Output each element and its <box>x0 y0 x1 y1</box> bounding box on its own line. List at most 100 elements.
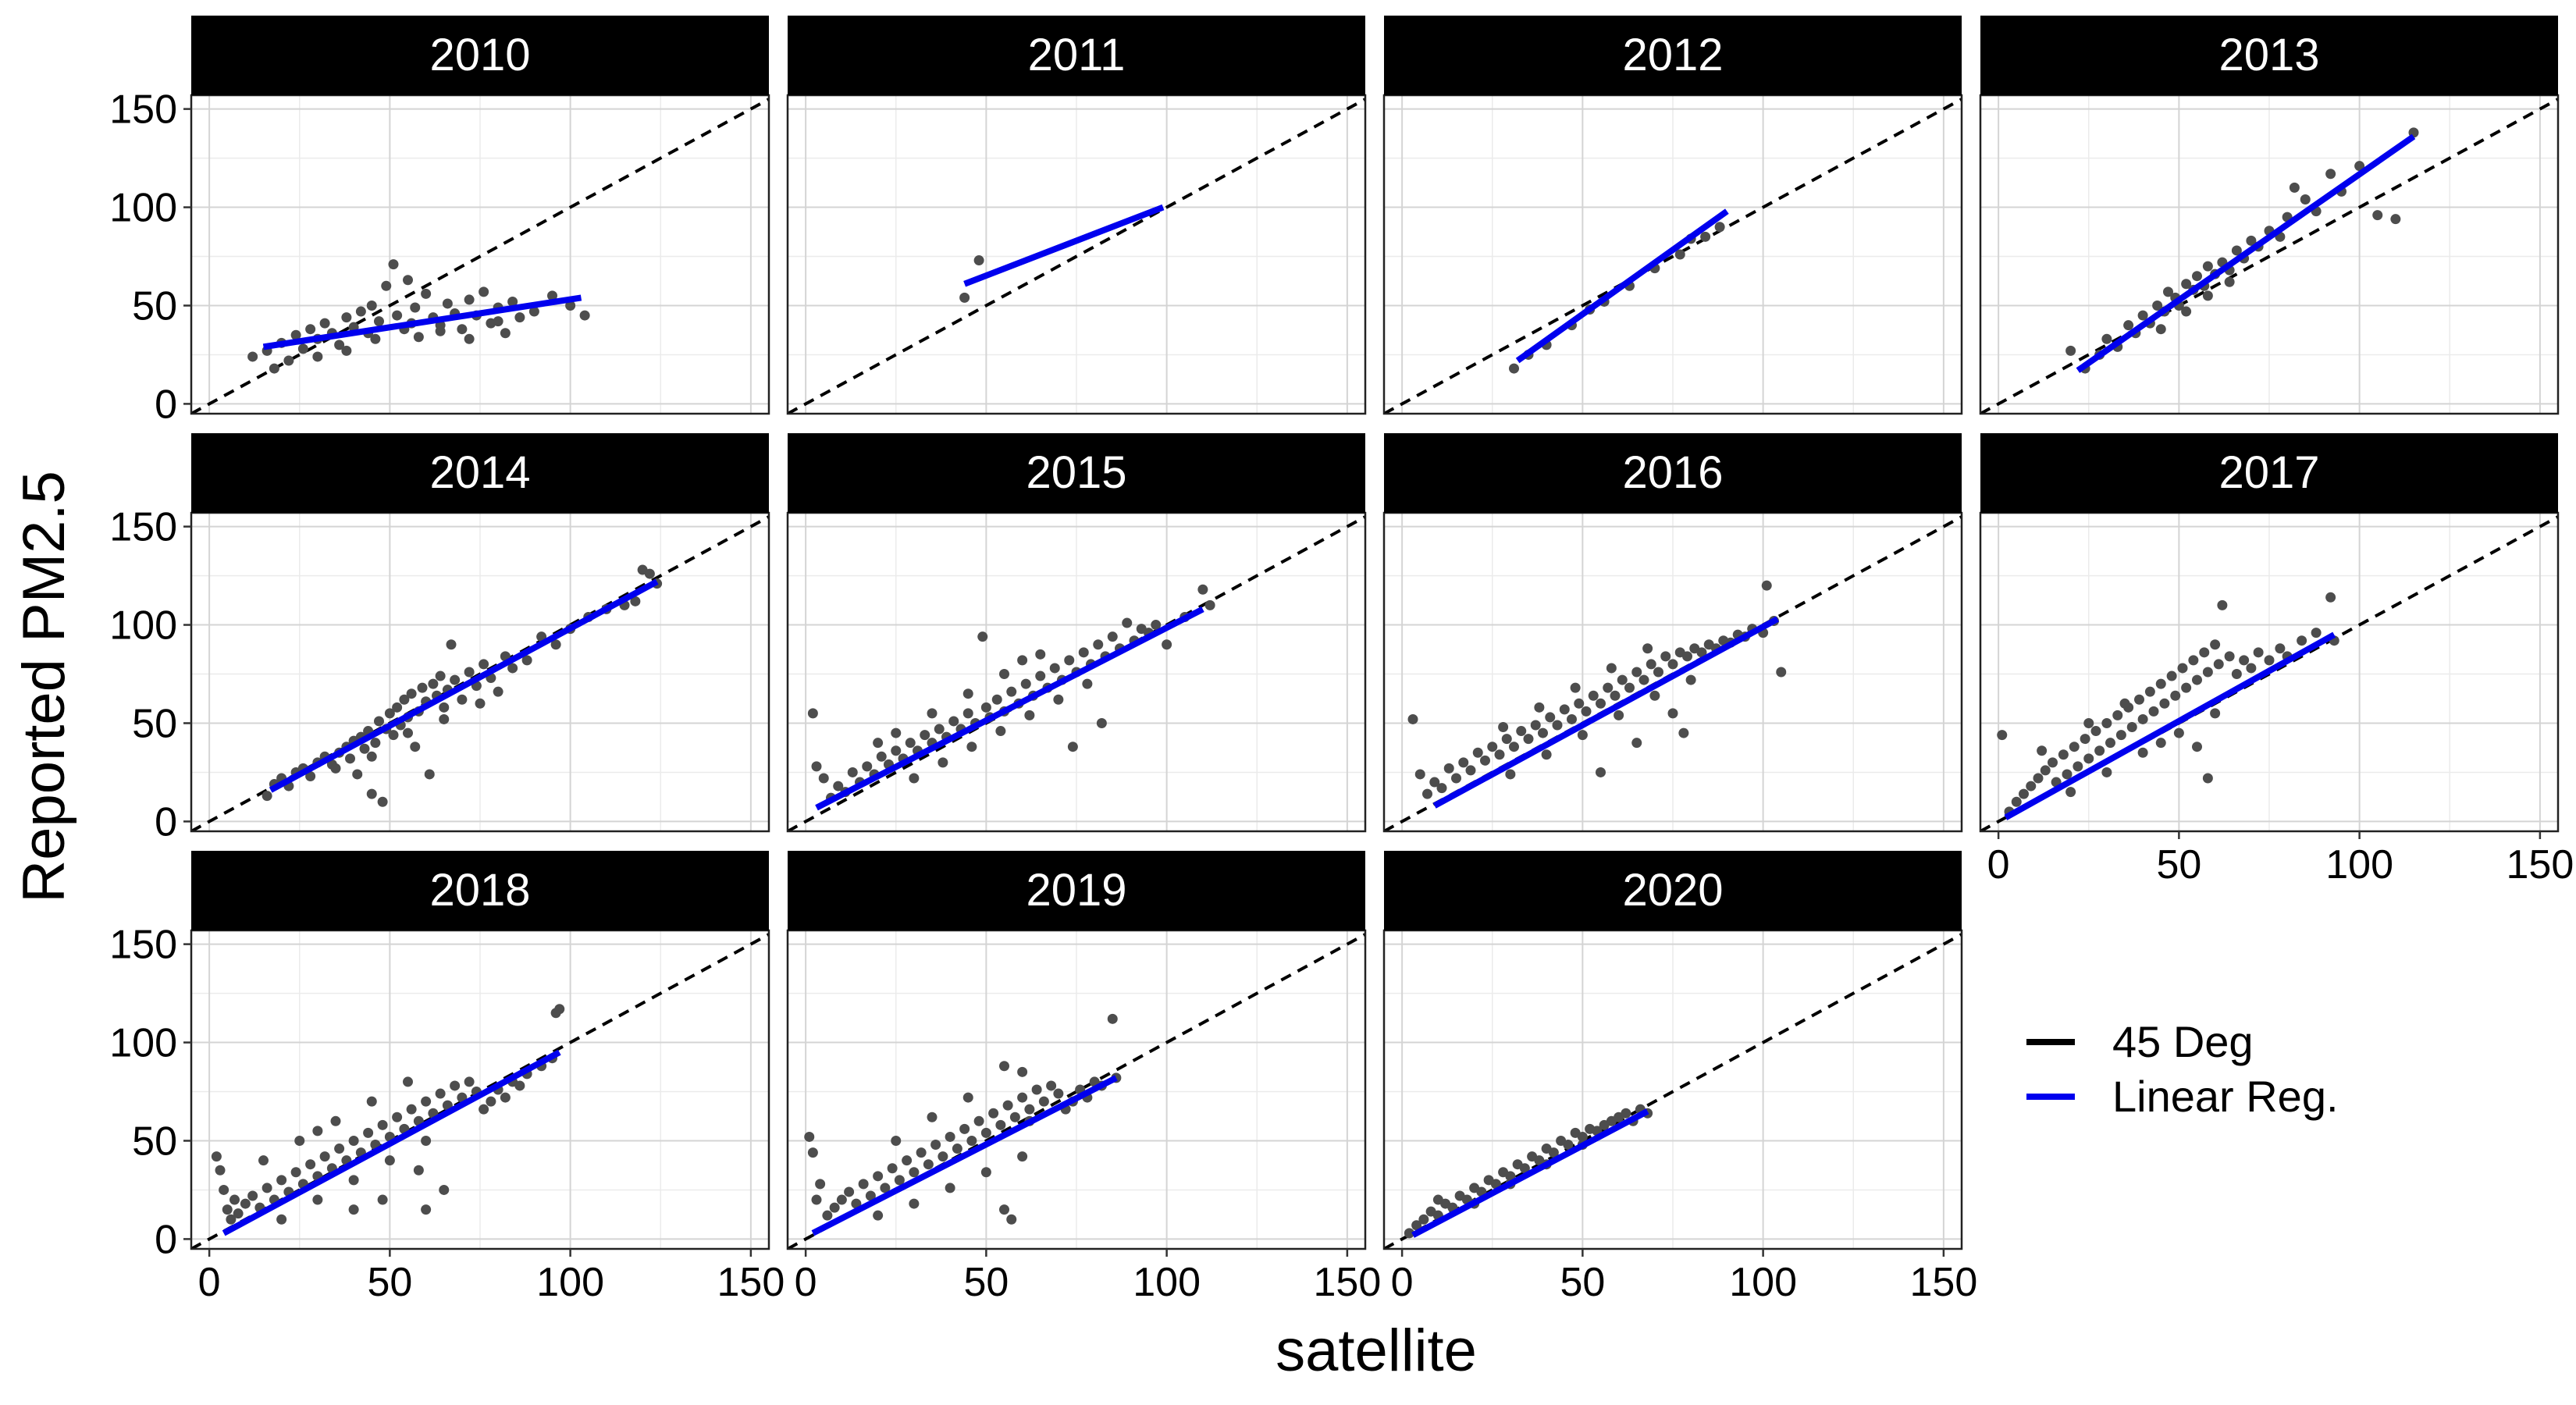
data-point <box>818 773 829 784</box>
regression-line <box>811 1075 1118 1236</box>
data-point <box>1480 755 1490 766</box>
data-point <box>804 1131 815 1142</box>
data-point <box>1610 690 1621 701</box>
data-point <box>439 702 450 713</box>
data-point <box>1776 667 1787 678</box>
data-point <box>399 694 410 705</box>
data-point <box>1649 690 1660 701</box>
facet-strip-label: 2015 <box>1026 447 1126 498</box>
data-point <box>479 659 489 670</box>
data-point <box>2210 639 2221 650</box>
data-point <box>384 708 395 719</box>
data-point <box>2105 738 2115 749</box>
data-point <box>891 745 902 756</box>
facet-strip-label: 2012 <box>1622 30 1723 80</box>
panel-content-2015 <box>788 515 1365 831</box>
data-point <box>2289 182 2300 193</box>
data-point <box>927 708 938 719</box>
data-point <box>435 325 446 336</box>
x-tick-label: 0 <box>795 1260 817 1305</box>
data-point <box>381 280 392 291</box>
data-point <box>891 727 902 738</box>
data-point <box>215 1165 226 1176</box>
data-point <box>909 1198 920 1209</box>
data-point <box>359 743 370 754</box>
data-point <box>406 1104 417 1115</box>
data-point <box>392 310 403 321</box>
data-point <box>2062 769 2073 780</box>
data-point <box>862 761 873 772</box>
x-tick-label: 50 <box>2156 842 2201 887</box>
data-point <box>374 316 384 327</box>
data-point <box>920 730 930 741</box>
data-point <box>276 1214 287 1225</box>
y-tick-label: 0 <box>155 382 177 427</box>
data-point <box>1151 620 1162 631</box>
x-tick-label: 100 <box>2325 842 2393 887</box>
data-point <box>374 716 384 727</box>
data-point <box>2246 663 2257 674</box>
data-point <box>417 682 428 693</box>
data-point <box>973 255 984 266</box>
data-point <box>2202 290 2213 301</box>
data-point <box>1006 1214 1017 1225</box>
facet-strip-label: 2013 <box>2218 30 2319 80</box>
data-point <box>2083 753 2094 764</box>
data-point <box>1078 647 1089 658</box>
data-point <box>1067 742 1078 752</box>
data-point <box>1530 720 1541 731</box>
data-point <box>973 1115 984 1126</box>
data-point <box>1674 249 1685 260</box>
data-point <box>959 1123 970 1134</box>
data-point <box>1107 631 1118 642</box>
data-point <box>312 1194 323 1205</box>
data-point <box>999 669 1009 680</box>
data-point <box>1574 698 1585 709</box>
data-point <box>2037 745 2048 756</box>
facet-strip-2014 <box>191 433 769 513</box>
facet-strip-2018 <box>191 851 769 930</box>
legend: 45 Deg Linear Reg. <box>2026 1017 2339 1121</box>
data-point <box>363 1127 374 1138</box>
data-point <box>330 763 341 774</box>
y-tick-label: 100 <box>109 603 177 649</box>
data-point <box>2155 324 2166 335</box>
data-point <box>550 639 561 650</box>
data-point <box>348 1135 359 1146</box>
data-point <box>276 1175 287 1186</box>
data-point <box>644 568 655 579</box>
data-point <box>439 1184 450 1195</box>
data-point <box>2126 722 2137 733</box>
data-point <box>1700 231 1711 242</box>
y-tick-label: 50 <box>132 701 177 746</box>
data-point <box>836 1194 847 1205</box>
panel-content-2010 <box>191 98 769 414</box>
data-point <box>873 1210 884 1221</box>
data-point <box>1545 712 1556 723</box>
data-point <box>1581 706 1592 717</box>
data-point <box>927 1112 938 1122</box>
data-point <box>421 1204 432 1215</box>
data-point <box>1093 639 1104 650</box>
data-point <box>413 1165 424 1176</box>
data-point <box>1020 678 1031 689</box>
data-point <box>1523 734 1534 745</box>
y-tick-label: 0 <box>155 1217 177 1262</box>
regression-line <box>1411 1108 1649 1238</box>
data-point <box>1049 663 1060 674</box>
x-tick-label: 50 <box>367 1260 412 1305</box>
data-point <box>2155 738 2166 749</box>
data-point <box>319 1151 330 1162</box>
data-point <box>1682 651 1692 662</box>
data-point <box>2297 635 2307 646</box>
data-point <box>873 738 884 749</box>
facet-panel-2013: 2013 <box>1979 16 2560 415</box>
data-point <box>377 1194 388 1205</box>
regression-line <box>262 294 582 350</box>
data-point <box>1404 1228 1414 1239</box>
data-point <box>2137 713 2148 724</box>
legend-label: Linear Reg. <box>2112 1072 2339 1121</box>
data-point <box>1035 670 1046 681</box>
data-point <box>1451 773 1461 784</box>
data-point <box>1696 647 1707 658</box>
